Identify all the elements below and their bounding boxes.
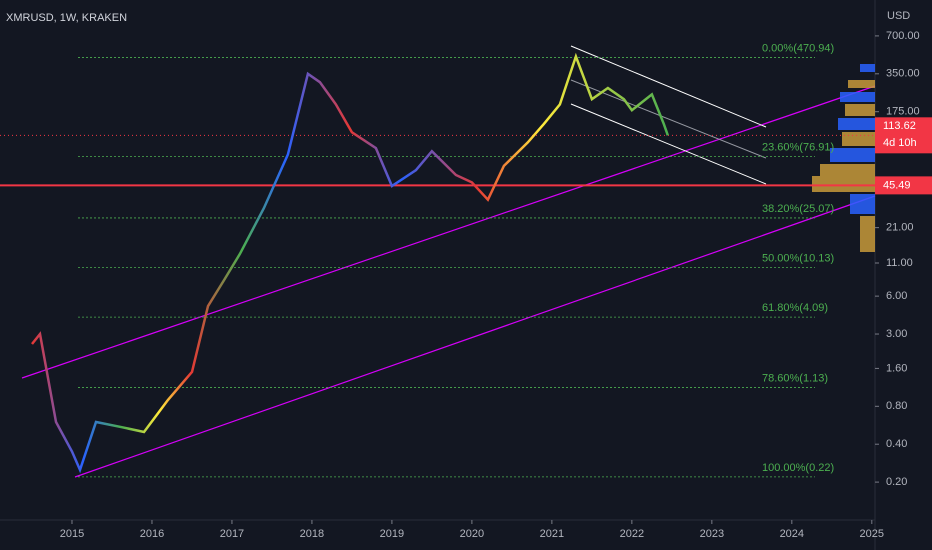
x-tick-label: 2024 xyxy=(780,528,804,540)
x-tick-label: 2015 xyxy=(60,528,84,540)
y-tick-label: 0.80 xyxy=(886,400,907,412)
x-tick-label: 2025 xyxy=(860,528,884,540)
x-tick-label: 2022 xyxy=(620,528,644,540)
y-tick-label: 0.20 xyxy=(886,476,907,488)
channel-line xyxy=(570,103,767,185)
fib-label: 0.00%(470.94) xyxy=(762,42,834,54)
channel-line xyxy=(570,79,767,159)
y-tick-label: 175.00 xyxy=(886,106,920,118)
price-tag xyxy=(875,117,932,154)
fib-label: 78.60%(1.13) xyxy=(762,372,828,384)
x-tick-label: 2017 xyxy=(220,528,244,540)
price-tag-label: 113.62 xyxy=(883,120,916,132)
fib-label: 38.20%(25.07) xyxy=(762,203,834,215)
x-tick-label: 2018 xyxy=(300,528,324,540)
y-tick-label: 6.00 xyxy=(886,290,907,302)
trend-line xyxy=(21,85,876,379)
x-tick-label: 2023 xyxy=(700,528,724,540)
fib-label: 100.00%(0.22) xyxy=(762,462,834,474)
fib-label: 50.00%(10.13) xyxy=(762,252,834,264)
trend-line xyxy=(74,195,876,478)
channel-line xyxy=(570,45,767,128)
x-tick-label: 2021 xyxy=(540,528,564,540)
volume-profile xyxy=(812,64,875,252)
chart-title: XMRUSD, 1W, KRAKEN xyxy=(6,12,127,24)
y-tick-label: 11.00 xyxy=(886,257,913,269)
y-unit: USD xyxy=(887,10,910,22)
y-tick-label: 350.00 xyxy=(886,68,920,80)
x-tick-label: 2019 xyxy=(380,528,404,540)
x-tick-label: 2016 xyxy=(140,528,164,540)
price-tag xyxy=(875,176,932,195)
y-tick-label: 1.60 xyxy=(886,362,907,374)
price-tag-label: 45.49 xyxy=(883,179,911,191)
x-tick-label: 2020 xyxy=(460,528,484,540)
fib-label: 61.80%(4.09) xyxy=(762,302,828,314)
y-tick-label: 3.00 xyxy=(886,328,907,340)
y-tick-label: 21.00 xyxy=(886,222,914,234)
y-tick-label: 0.40 xyxy=(886,438,907,450)
fib-label: 23.60%(76.91) xyxy=(762,142,834,154)
y-tick-label: 700.00 xyxy=(886,30,920,42)
price-line xyxy=(31,52,669,474)
countdown-label: 4d 10h xyxy=(883,137,917,149)
